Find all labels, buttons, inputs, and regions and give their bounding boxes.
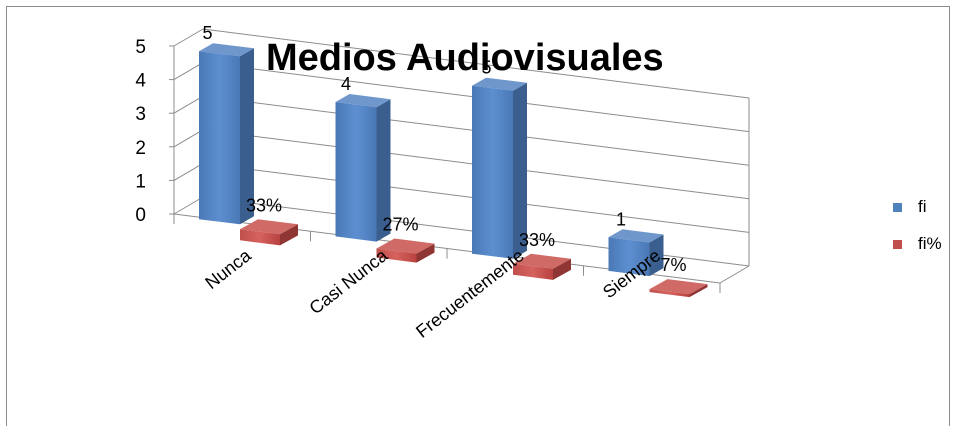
- data-label-fi: 5: [202, 23, 212, 43]
- data-label-fi: 4: [341, 74, 351, 94]
- y-tick-label: 1: [135, 171, 146, 192]
- data-label-fi-pct: 33%: [519, 230, 555, 250]
- category-label: Nunca: [201, 245, 255, 293]
- bar-fi-3: [472, 77, 527, 259]
- bar-fipct-1: [240, 219, 298, 246]
- legend-swatch: [893, 240, 902, 249]
- chart-frame: [6, 6, 950, 426]
- side-gridline: [173, 28, 204, 47]
- bar-fipct-3: [513, 253, 571, 280]
- y-tick-label: 2: [135, 138, 146, 159]
- side-gridline: [173, 95, 204, 114]
- side-gridline: [173, 129, 204, 148]
- y-tick-label: 3: [135, 104, 146, 125]
- legend: fi fi%: [893, 197, 942, 253]
- side-gridline: [173, 62, 204, 81]
- bars: [199, 43, 708, 298]
- side-gridline: [173, 196, 204, 215]
- data-label-fi: 1: [616, 209, 626, 229]
- bar-fi-1: [199, 43, 254, 225]
- y-axis-ticks: 0 1 2 3 4 5: [135, 37, 174, 226]
- bar-fi-2: [335, 94, 391, 242]
- floor-edge: [719, 265, 750, 284]
- chart-title: Medios Audiovisuales: [266, 37, 664, 79]
- y-tick-label: 0: [135, 205, 146, 226]
- category-label: Frecuentemente: [412, 245, 528, 341]
- side-gridline: [173, 162, 204, 181]
- legend-label: fi%: [918, 234, 942, 253]
- bar-fi-4: [608, 229, 664, 277]
- bar-fipct-4: [649, 279, 708, 298]
- bar-fipct-2: [376, 238, 435, 263]
- data-label-fi-pct: 7%: [660, 255, 686, 275]
- data-label-fi: 5: [481, 58, 491, 78]
- legend-swatch: [893, 203, 902, 212]
- category-label: Casi Nunca: [306, 245, 392, 319]
- y-tick-label: 4: [135, 71, 146, 92]
- data-label-fi-pct: 27%: [382, 215, 418, 235]
- data-label-fi-pct: 33%: [246, 195, 282, 215]
- legend-label: fi: [918, 197, 927, 216]
- y-tick-label: 5: [135, 37, 146, 58]
- category-labels: Nunca Casi Nunca Frecuentemente Siempre: [201, 245, 664, 342]
- gridline: [202, 28, 750, 99]
- data-labels: 5 33% 4 27% 5 33% 1 7%: [202, 23, 686, 275]
